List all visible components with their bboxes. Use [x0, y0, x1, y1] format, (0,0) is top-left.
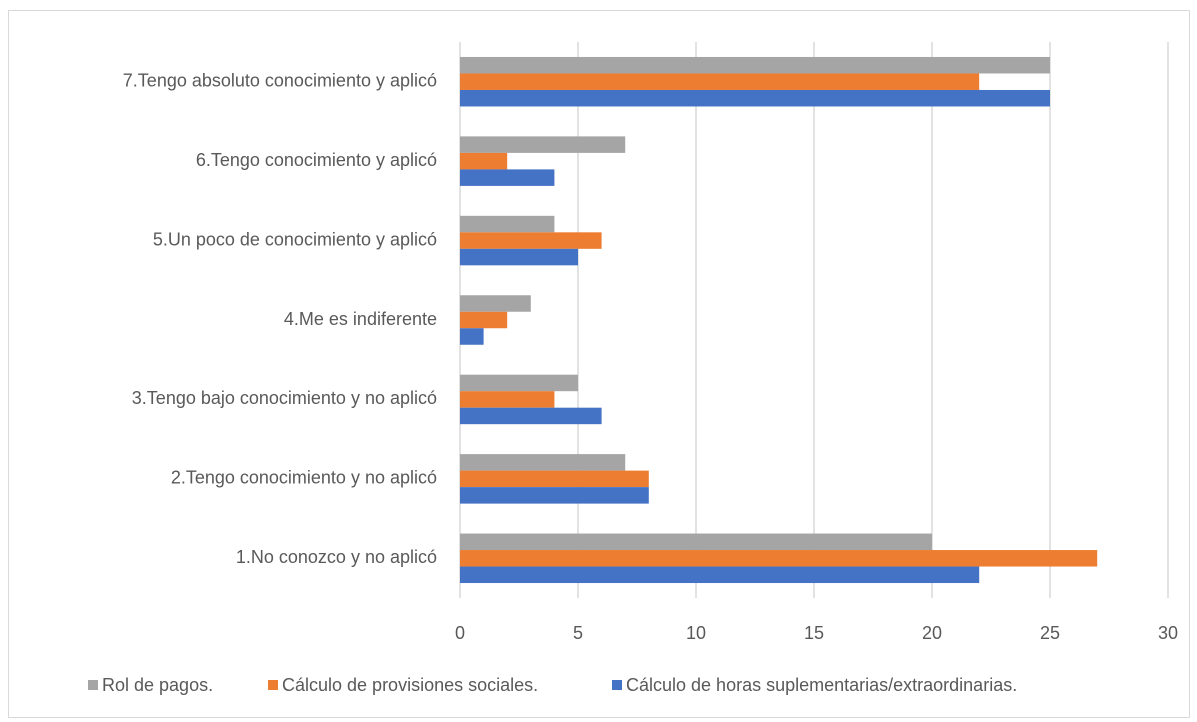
legend-label: Rol de pagos.: [102, 675, 213, 695]
legend-label: Cálculo de provisiones sociales.: [282, 675, 538, 695]
y-tick-label: 3.Tengo bajo conocimiento y no aplicó: [132, 388, 437, 408]
bar: [460, 248, 578, 266]
x-tick-label: 0: [455, 623, 465, 643]
legend-label: Cálculo de horas suplementarias/extraord…: [626, 675, 1017, 695]
x-tick-label: 30: [1158, 623, 1178, 643]
chart-border: [8, 10, 1190, 718]
bar: [460, 566, 980, 584]
bar: [460, 454, 626, 471]
bar: [460, 152, 508, 170]
y-tick-label: 7.Tengo absoluto conocimiento y aplicó: [123, 70, 437, 90]
x-tick-label: 5: [573, 623, 583, 643]
bar: [460, 470, 649, 488]
legend-swatch: [612, 680, 622, 690]
bar: [460, 73, 980, 90]
bar: [460, 311, 508, 329]
x-tick-label: 10: [686, 623, 706, 643]
bar: [460, 550, 1098, 567]
x-tick-label: 20: [922, 623, 942, 643]
bar: [460, 89, 1050, 107]
y-tick-label: 1.No conozco y no aplicó: [236, 547, 437, 567]
y-tick-label: 2.Tengo conocimiento y no aplicó: [171, 468, 437, 488]
bar: [460, 391, 555, 408]
legend-swatch: [88, 680, 98, 690]
bar: [460, 328, 484, 345]
bar: [460, 136, 626, 153]
x-tick-label: 25: [1040, 623, 1060, 643]
bar: [460, 169, 555, 186]
bar: [460, 56, 1050, 74]
bar: [460, 295, 531, 312]
bar: [460, 374, 578, 392]
y-tick-label: 5.Un poco de conocimiento y aplicó: [153, 229, 437, 249]
bar: [460, 487, 649, 504]
legend-swatch: [268, 680, 278, 690]
y-tick-label: 6.Tengo conocimiento y aplicó: [196, 150, 437, 170]
bar: [460, 215, 555, 233]
y-tick-label: 4.Me es indiferente: [284, 309, 437, 329]
x-tick-label: 15: [804, 623, 824, 643]
bar: [460, 232, 602, 249]
bar: [460, 407, 602, 425]
bar: [460, 533, 932, 551]
